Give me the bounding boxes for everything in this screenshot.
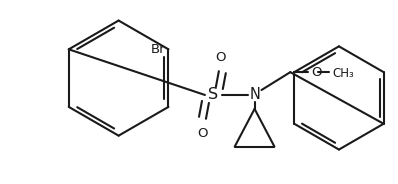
Text: O: O — [311, 66, 322, 79]
Text: S: S — [208, 87, 218, 102]
Text: O: O — [216, 51, 226, 64]
Text: CH₃: CH₃ — [332, 67, 354, 80]
Text: N: N — [249, 87, 260, 102]
Text: O: O — [198, 127, 208, 140]
Text: Br: Br — [151, 43, 166, 56]
